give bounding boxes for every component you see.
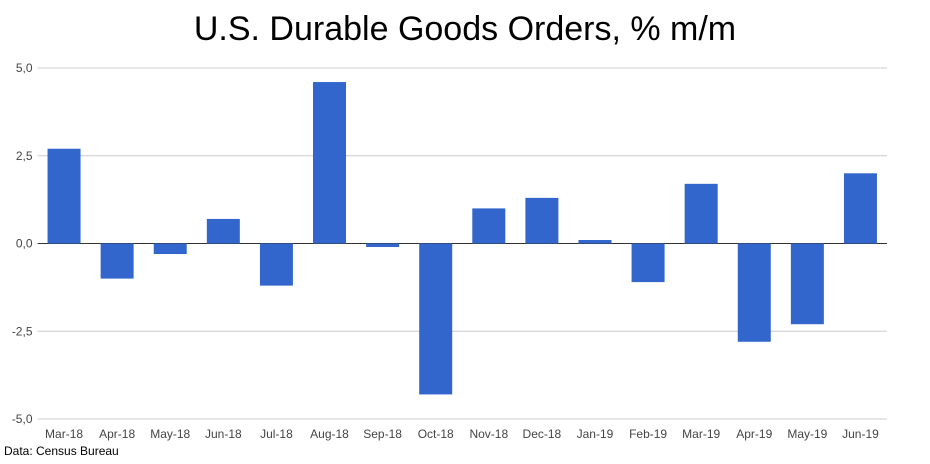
x-tick-label: Mar-19 [682,427,720,441]
y-tick-label: -5,0 [12,412,33,426]
bar [790,243,824,325]
x-tick-label: Mar-18 [45,427,83,441]
bar [100,243,134,279]
x-tick-label: Jun-18 [205,427,242,441]
x-tick-label: Jul-18 [260,427,293,441]
bar [843,173,877,244]
chart-title: U.S. Durable Goods Orders, % m/m [193,10,737,48]
x-tick-label: Apr-19 [736,427,772,441]
bar [153,243,187,255]
x-tick-label: Jan-19 [577,427,614,441]
bar [313,82,347,244]
bar [684,183,718,244]
x-tick-label: Aug-18 [310,427,349,441]
bar [366,243,400,248]
bar [206,218,240,244]
bar [472,208,506,244]
bar [631,243,665,283]
x-tick-label: Apr-18 [99,427,135,441]
bar [419,243,453,395]
x-tick-label: Jun-19 [842,427,879,441]
x-tick-label: May-19 [787,427,827,441]
bar [737,243,771,342]
y-tick-label: 2,5 [16,149,33,163]
bar [525,197,559,244]
x-tick-label: Nov-18 [469,427,508,441]
y-tick-label: 0,0 [16,237,33,251]
x-tick-label: Dec-18 [523,427,562,441]
y-tick-label: -2,5 [12,324,33,338]
x-tick-label: May-18 [150,427,190,441]
source-note: Data: Census Bureau [4,444,119,458]
x-tick-label: Feb-19 [629,427,667,441]
bar [47,148,81,244]
bar [259,243,293,286]
x-tick-label: Sep-18 [363,427,402,441]
y-tick-label: 5,0 [16,61,33,75]
x-tick-label: Oct-18 [418,427,454,441]
bar [578,239,612,244]
